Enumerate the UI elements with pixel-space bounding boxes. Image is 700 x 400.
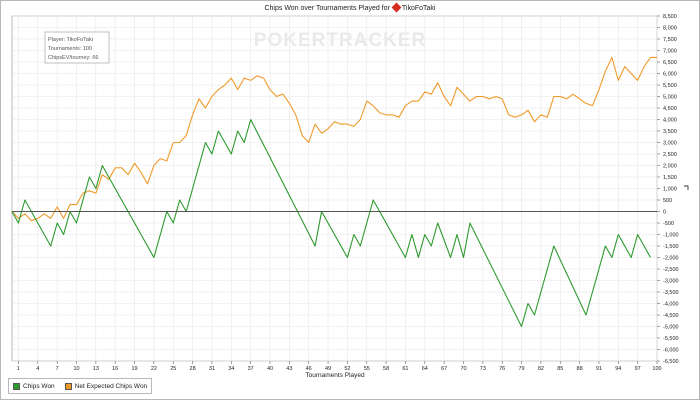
chart-title-player: TikoFoTaki	[401, 5, 436, 12]
y-tick-label: -1,500	[663, 244, 679, 250]
x-tick-label: 10	[73, 366, 79, 372]
x-tick-label: 64	[422, 366, 428, 372]
y-tick-label: 0	[663, 210, 666, 216]
info-chipsev: ChipsEV/tourney: 66	[48, 55, 98, 61]
y-axis-scale-icon	[684, 185, 689, 190]
legend-label-net-expected: Net Expected Chips Won	[74, 382, 148, 390]
series-layer	[11, 56, 657, 328]
y-tick-label: 6,000	[663, 72, 677, 78]
y-tick-label: 7,500	[663, 37, 677, 43]
x-tick-label: 67	[441, 366, 447, 372]
legend-label-chips-won: Chips Won	[23, 382, 55, 390]
info-box: Player: TikoFoTaki Tournaments: 100 Chip…	[44, 31, 110, 64]
x-tick-label: 55	[364, 366, 370, 372]
x-axis-label: Tournaments Played	[305, 372, 365, 379]
chart-title: Chips Won over Tournaments Played for Tik…	[0, 2, 700, 13]
x-tick-label: 19	[131, 366, 137, 372]
y-tick-label: -6,500	[663, 359, 679, 365]
y-tick-label: 4,500	[663, 106, 677, 112]
y-tick-label: -2,000	[663, 256, 679, 262]
y-tick-label: -3,000	[663, 279, 679, 285]
y-tick-label: 1,000	[663, 187, 677, 193]
y-tick-label: 1,500	[663, 175, 677, 181]
x-tick-label: 46	[306, 366, 312, 372]
x-tick-label: 97	[635, 366, 641, 372]
y-tick-label: -6,000	[663, 348, 679, 354]
x-tick-label: 70	[460, 366, 466, 372]
y-tick-label: 5,500	[663, 83, 677, 89]
legend-swatch-orange	[64, 382, 72, 390]
info-player: Player: TikoFoTaki	[48, 37, 93, 43]
x-tick-label: 88	[577, 366, 583, 372]
x-tick-label: 49	[325, 366, 331, 372]
x-tick-label: 22	[151, 366, 157, 372]
info-box-frame	[44, 31, 110, 64]
legend-item-chips-won: Chips Won	[13, 382, 55, 390]
chart-title-prefix: Chips Won over Tournaments Played for	[264, 5, 390, 12]
x-tick-label: 1	[17, 366, 20, 372]
series-line-net-expected	[11, 56, 657, 222]
y-tick-label: -1,000	[663, 233, 679, 239]
x-tick-label: 28	[190, 366, 196, 372]
x-tick-label: 40	[267, 366, 273, 372]
x-tick-label: 16	[112, 366, 118, 372]
x-tick-label: 4	[36, 366, 39, 372]
legend-item-net-expected: Net Expected Chips Won	[64, 382, 148, 390]
info-tournaments: Tournaments: 100	[48, 46, 92, 52]
x-tick-label: 58	[383, 366, 389, 372]
x-tick-label: 61	[402, 366, 408, 372]
legend: Chips Won Net Expected Chips Won	[8, 378, 153, 394]
x-tick-label: 7	[56, 366, 59, 372]
y-tick-label: -500	[663, 221, 674, 227]
x-tick-label: 76	[499, 366, 505, 372]
x-tick-label: 73	[480, 366, 486, 372]
y-axis: 8,500 8,000 7,500 7,000 6,500 6,000 5,500 5,000…	[657, 14, 679, 365]
y-tick-label: -2,500	[663, 267, 679, 273]
y-tick-label: 8,500	[663, 14, 677, 20]
y-tick-label: 3,500	[663, 129, 677, 135]
x-tick-label: 94	[615, 366, 621, 372]
y-tick-label: -3,500	[663, 290, 679, 296]
y-tick-label: 500	[663, 198, 672, 204]
y-tick-label: -5,000	[663, 325, 679, 331]
y-tick-label: 8,000	[663, 26, 677, 32]
grid-lines	[12, 15, 658, 362]
x-tick-label: 91	[596, 366, 602, 372]
y-tick-label: 7,000	[663, 49, 677, 55]
x-axis: 1 4 7 10 13 16 19 22 25 28 31 34 37 40 43 46 49 52 55 58 61 6…	[17, 361, 662, 372]
x-tick-label: 34	[228, 366, 234, 372]
y-tick-label: -4,500	[663, 313, 679, 319]
y-tick-label: -5,500	[663, 336, 679, 342]
x-tick-label: 85	[557, 366, 563, 372]
y-tick-label: 5,000	[663, 95, 677, 101]
series-line-chips-won	[11, 118, 651, 328]
x-tick-label: 82	[538, 366, 544, 372]
y-tick-label: 2,000	[663, 164, 677, 170]
x-tick-label: 13	[93, 366, 99, 372]
legend-swatch-green	[13, 382, 20, 390]
x-tick-label: 37	[248, 366, 254, 372]
watermark: POKERTRACKER	[254, 30, 426, 51]
y-tick-label: 3,000	[663, 141, 677, 147]
x-tick-label: 79	[518, 366, 524, 372]
y-tick-label: 4,000	[663, 118, 677, 124]
y-tick-label: 6,500	[663, 60, 677, 66]
y-tick-label: 2,500	[663, 152, 677, 158]
y-tick-label: -4,000	[663, 302, 679, 308]
x-tick-label: 52	[344, 366, 350, 372]
x-tick-label: 25	[170, 366, 176, 372]
x-tick-label: 31	[209, 366, 215, 372]
x-tick-label: 100	[652, 366, 661, 372]
x-tick-label: 43	[286, 366, 292, 372]
